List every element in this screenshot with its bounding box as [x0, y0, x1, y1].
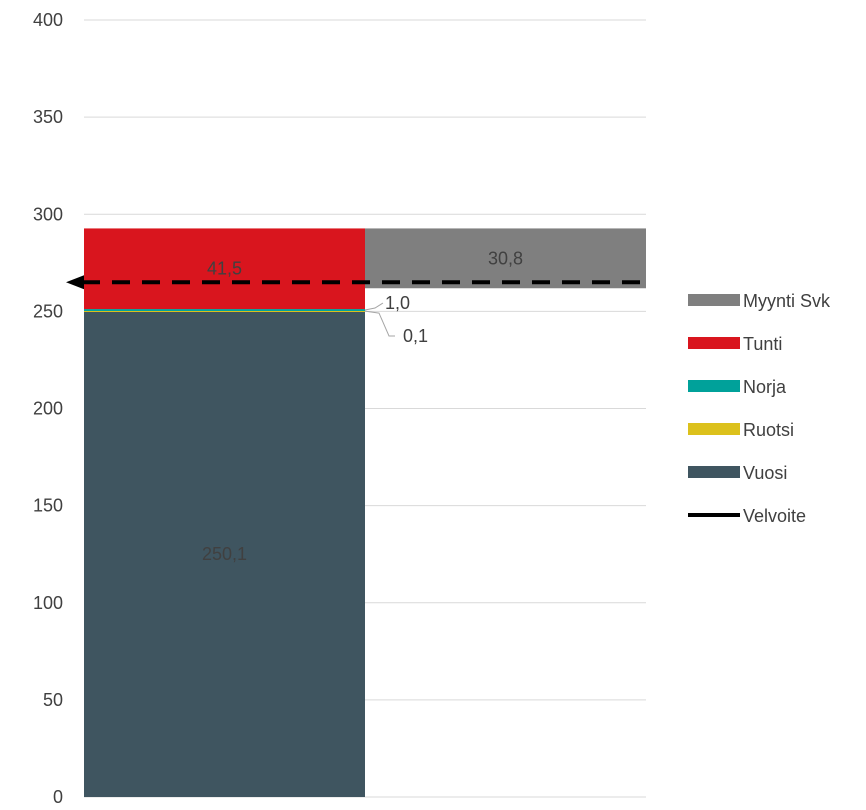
y-tick-label: 100	[33, 593, 63, 613]
data-label: 250,1	[202, 544, 247, 564]
y-tick-label: 150	[33, 496, 63, 516]
y-tick-label: 0	[53, 787, 63, 805]
bars	[84, 228, 646, 797]
leader-line	[364, 302, 384, 311]
data-label: 41,5	[207, 259, 242, 279]
legend-label: Myynti Svk	[743, 291, 831, 311]
legend-swatch	[688, 466, 740, 478]
y-tick-label: 400	[33, 10, 63, 30]
legend: Myynti Svk Tunti Norja Ruotsi Vuosi Velvoite	[688, 291, 831, 526]
y-tick-label: 300	[33, 204, 63, 224]
legend-swatch	[688, 337, 740, 349]
data-labels: 250,1 41,5 30,8 1,0 0,1	[202, 248, 523, 564]
y-tick-label: 350	[33, 107, 63, 127]
data-label: 1,0	[385, 293, 410, 313]
data-label: 0,1	[403, 326, 428, 346]
legend-label: Tunti	[743, 334, 782, 354]
legend-label: Norja	[743, 377, 787, 397]
legend-label: Ruotsi	[743, 420, 794, 440]
y-tick-label: 250	[33, 301, 63, 321]
legend-swatch	[688, 380, 740, 392]
bar-tunti	[84, 228, 365, 310]
legend-swatch	[688, 423, 740, 435]
bar-norja	[84, 309, 365, 311]
bar-myynti-svk	[365, 228, 646, 289]
leader-line	[364, 310, 395, 337]
velvoite-arrowhead	[66, 275, 84, 290]
y-tick-label: 200	[33, 399, 63, 419]
velvoite-line	[66, 275, 646, 290]
legend-label: Vuosi	[743, 463, 787, 483]
bar-vuosi	[84, 311, 365, 797]
legend-swatch	[688, 294, 740, 306]
legend-label: Velvoite	[743, 506, 806, 526]
y-tick-label: 50	[43, 690, 63, 710]
data-label: 30,8	[488, 248, 523, 268]
bar-ruotsi	[84, 310, 365, 312]
y-axis-ticks: 0 50 100 150 200 250 300 350 400	[33, 10, 63, 807]
